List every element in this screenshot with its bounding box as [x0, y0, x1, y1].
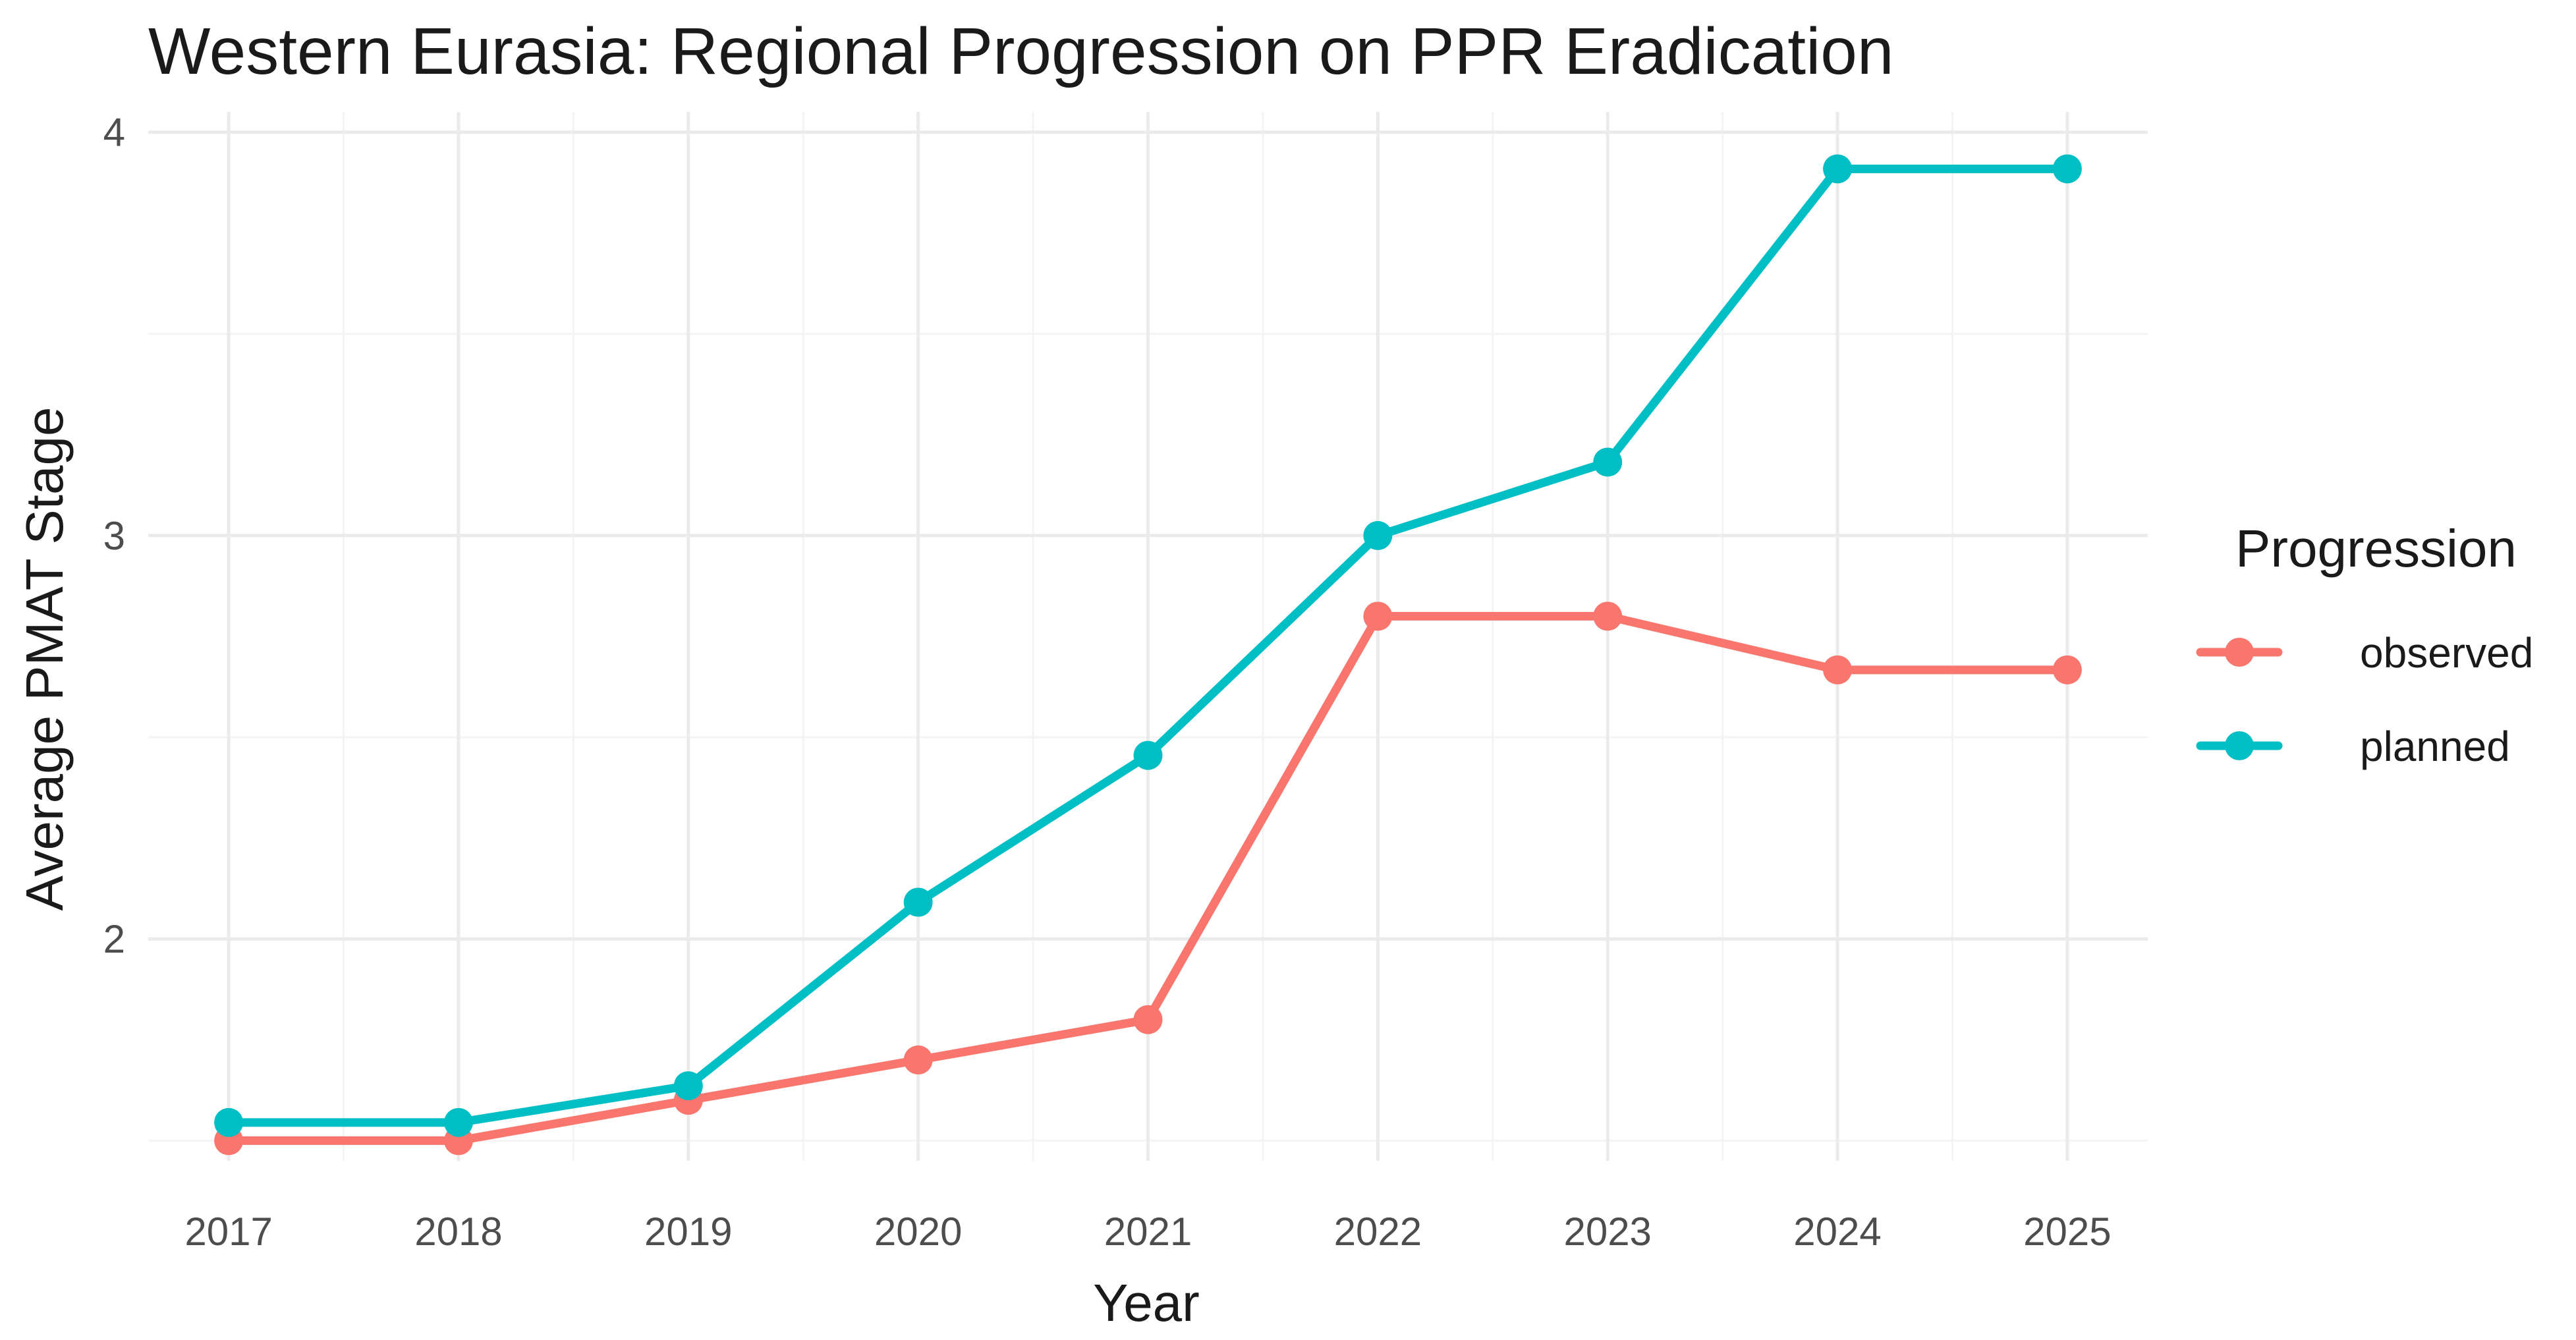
data-point-planned — [1823, 154, 1853, 184]
chart-title: Western Eurasia: Regional Progression on… — [148, 14, 1894, 88]
y-axis-title: Average PMAT Stage — [15, 407, 74, 911]
x-tick-label: 2020 — [874, 1210, 962, 1254]
legend-label: observed — [2360, 629, 2533, 677]
x-tick-label: 2021 — [1104, 1210, 1192, 1254]
x-axis-title: Year — [1093, 1273, 1200, 1332]
data-point-observed — [1593, 601, 1623, 631]
legend-items: observed planned — [2196, 629, 2533, 770]
legend: Progression observed planned — [2196, 519, 2533, 770]
data-point-observed — [1823, 655, 1853, 684]
x-tick-label: 2017 — [184, 1210, 272, 1254]
legend-key-point — [2225, 731, 2254, 760]
data-point-observed — [2052, 655, 2082, 684]
data-point-planned — [1593, 447, 1623, 477]
data-point-observed — [903, 1045, 933, 1075]
y-tick-label: 2 — [103, 917, 125, 961]
x-tick-label: 2025 — [2023, 1210, 2111, 1254]
minor-gridlines-x — [343, 112, 1953, 1161]
legend-key-point — [2225, 638, 2254, 667]
y-tick-label: 3 — [103, 514, 125, 558]
series-points — [214, 154, 2082, 1156]
x-tick-label: 2024 — [1793, 1210, 1881, 1254]
data-point-observed — [1363, 601, 1393, 631]
x-axis-tick-labels: 2017 2018 2019 2020 2021 2022 2023 2024 2025 — [184, 1210, 2111, 1254]
data-point-planned — [1133, 740, 1163, 770]
legend-item-observed: observed — [2196, 629, 2533, 677]
data-point-planned — [673, 1071, 703, 1101]
y-axis-tick-labels: 2 3 4 — [103, 111, 125, 962]
x-tick-label: 2018 — [414, 1210, 502, 1254]
legend-item-planned: planned — [2196, 723, 2510, 770]
data-point-planned — [2052, 154, 2082, 184]
data-point-planned — [214, 1107, 244, 1137]
x-tick-label: 2022 — [1334, 1210, 1422, 1254]
x-tick-label: 2019 — [644, 1210, 732, 1254]
data-point-planned — [1363, 520, 1393, 550]
y-tick-label: 4 — [103, 111, 125, 155]
legend-title: Progression — [2235, 519, 2517, 578]
data-point-planned — [443, 1107, 473, 1137]
major-gridlines-x — [227, 112, 2069, 1161]
legend-label: planned — [2360, 723, 2510, 770]
data-point-planned — [903, 887, 933, 917]
x-tick-label: 2023 — [1563, 1210, 1651, 1254]
data-point-observed — [1133, 1005, 1163, 1034]
